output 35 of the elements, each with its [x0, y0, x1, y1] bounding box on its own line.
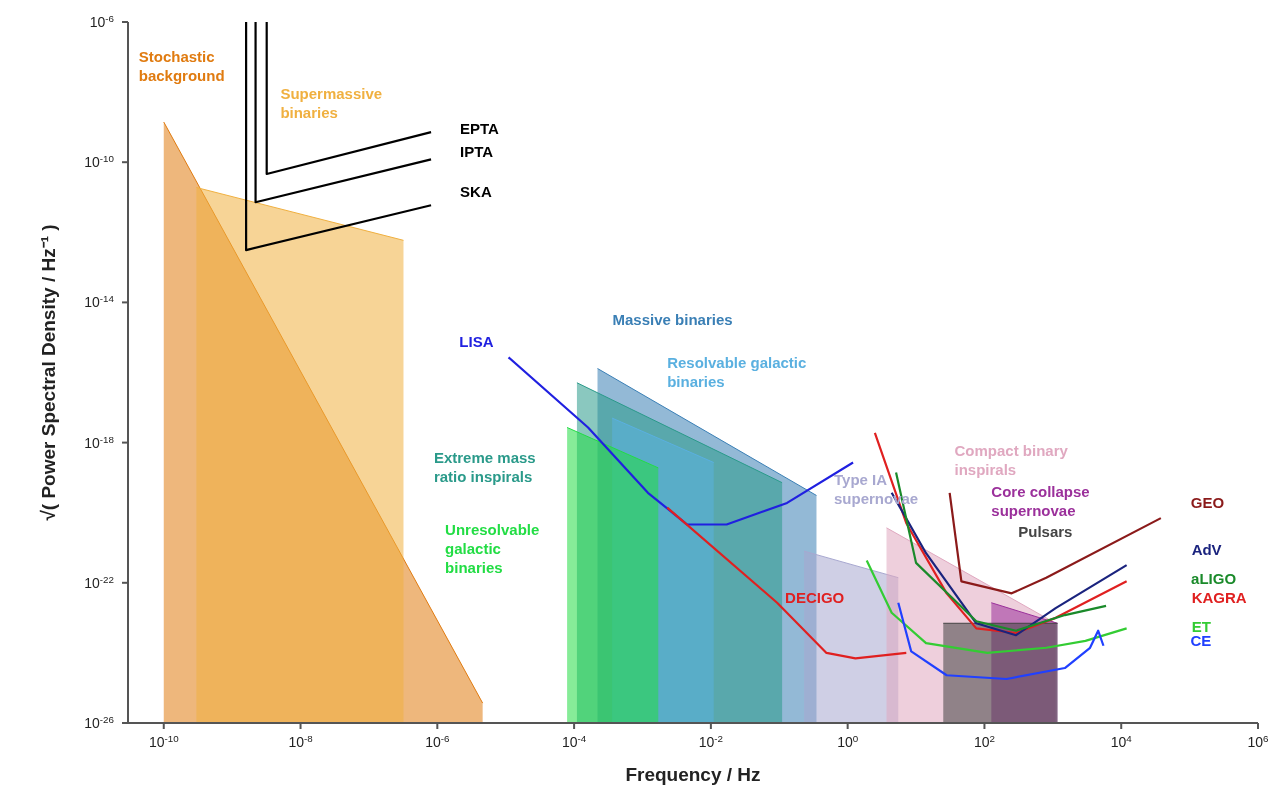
y-tick-label: 10$^{-22}$: [84, 573, 114, 591]
text: AdV: [1191, 541, 1222, 559]
x-tick-label: 10$^{0}$: [837, 732, 859, 750]
series-label: EPTA: [460, 120, 500, 138]
text: Massive binaries: [612, 310, 733, 328]
text: Extreme mass ratio inspirals: [433, 448, 536, 485]
text: GEO: [1190, 494, 1225, 512]
y-axis-title: √( Power Spectral Density / Hz⁻¹ ): [37, 224, 59, 521]
y-tick-label: 10$^{-14}$: [84, 292, 115, 311]
text: Core collapse supernovae: [991, 482, 1090, 519]
x-tick-label: 10$^{-4}$: [561, 732, 587, 750]
x-tick-label: 10$^{6}$: [1247, 732, 1270, 750]
text: Stochastic background: [138, 48, 225, 85]
text: Supermassive binaries: [280, 85, 383, 122]
y-tick-label: 10$^{-18}$: [84, 433, 115, 451]
x-tick-label: 10$^{-8}$: [288, 732, 314, 750]
series-label: LISA: [459, 333, 494, 351]
text: aLIGO: [1191, 569, 1237, 587]
text: Resolvable galactic binaries: [667, 354, 807, 391]
text: Pulsars: [1018, 523, 1073, 541]
x-tick-label: 10$^{-2}$: [698, 732, 724, 750]
series-label: IPTA: [460, 143, 494, 161]
x-tick-label: 10$^{-10}$: [148, 732, 180, 750]
text: KAGRA: [1191, 589, 1247, 607]
series-label: Unresolvable galactic binaries: [445, 521, 540, 577]
x-tick-label: 10$^{2}$: [973, 732, 995, 750]
x-axis-title: Frequency / Hz: [625, 764, 761, 785]
text: Compact binary inspirals: [954, 441, 1069, 478]
y-tick-label: 10$^{-10}$: [84, 152, 115, 171]
y-tick-label: 10$^{-6}$: [89, 12, 115, 30]
x-tick-label: 10$^{4}$: [1110, 732, 1133, 750]
y-tick-label: 10$^{-26}$: [84, 713, 115, 731]
series-label: SKA: [460, 183, 492, 201]
series-label: DECIGO: [785, 588, 845, 606]
x-tick-label: 10$^{-6}$: [425, 732, 451, 750]
